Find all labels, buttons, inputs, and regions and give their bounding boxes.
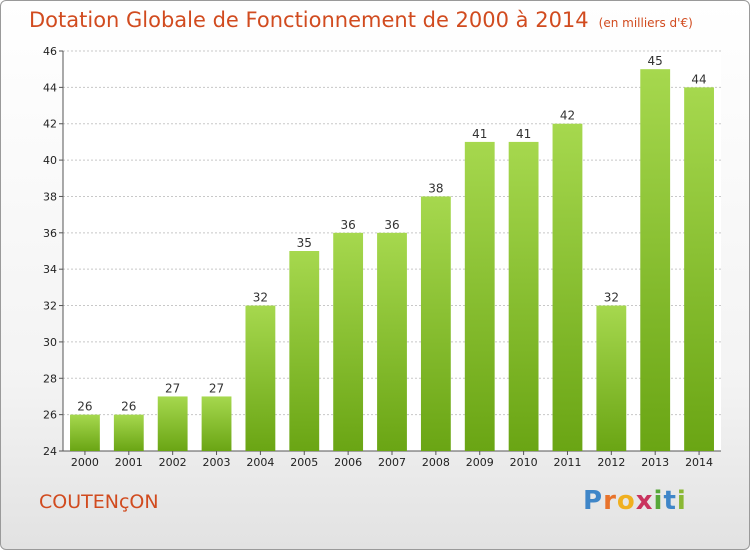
bar-value-label: 26 (77, 400, 92, 414)
y-tick-label: 44 (43, 81, 57, 94)
bar-value-label: 36 (340, 218, 355, 232)
bar-value-label: 35 (297, 236, 312, 250)
x-tick-label: 2011 (553, 456, 581, 469)
x-tick-label: 2010 (510, 456, 538, 469)
y-tick-label: 28 (43, 372, 57, 385)
bar-value-label: 32 (253, 291, 268, 305)
x-tick-label: 2009 (466, 456, 494, 469)
bar-value-label: 41 (472, 127, 487, 141)
y-tick-label: 36 (43, 227, 57, 240)
bar (113, 414, 144, 451)
bar (245, 305, 276, 451)
bar (157, 396, 188, 451)
bar (508, 141, 539, 451)
y-tick-label: 30 (43, 336, 57, 349)
x-tick-label: 2007 (378, 456, 406, 469)
chart-title-text: Dotation Globale de Fonctionnement de 20… (29, 8, 589, 32)
bar (596, 305, 627, 451)
x-tick-label: 2002 (159, 456, 187, 469)
logo-letter: x (635, 486, 654, 516)
x-tick-label: 2003 (203, 456, 231, 469)
bar (70, 414, 100, 451)
logo-letter: P (583, 486, 604, 516)
bar (201, 396, 232, 451)
x-tick-label: 2012 (597, 456, 625, 469)
x-tick-label: 2004 (246, 456, 274, 469)
x-tick-label: 2008 (422, 456, 450, 469)
x-tick-label: 2006 (334, 456, 362, 469)
bar-value-label: 38 (428, 181, 443, 195)
bar (377, 232, 407, 451)
bar (420, 196, 451, 451)
chart-subtitle: (en milliers d'€) (598, 16, 693, 30)
logo-letter: i (676, 486, 687, 516)
y-tick-label: 38 (43, 190, 57, 203)
y-tick-label: 46 (43, 45, 57, 58)
x-tick-label: 2013 (641, 456, 669, 469)
x-tick-label: 2014 (685, 456, 713, 469)
logo-letter: i (653, 486, 664, 516)
proxiti-logo: Proxiti (583, 486, 687, 516)
bar-value-label: 27 (165, 381, 180, 395)
x-tick-label: 2005 (290, 456, 318, 469)
bar-value-label: 32 (604, 291, 619, 305)
y-tick-label: 32 (43, 300, 57, 313)
bar (640, 69, 671, 451)
commune-name: COUTENçON (39, 491, 159, 513)
y-tick-label: 42 (43, 118, 57, 131)
chart-title: Dotation Globale de Fonctionnement de 20… (29, 8, 693, 32)
logo-letter: t (663, 486, 677, 516)
bar (684, 87, 714, 451)
bar-value-label: 44 (691, 72, 706, 86)
bar-value-label: 27 (209, 381, 224, 395)
bar-value-label: 26 (121, 400, 136, 414)
y-tick-label: 34 (43, 263, 57, 276)
y-tick-label: 40 (43, 154, 57, 167)
y-tick-label: 26 (43, 409, 57, 422)
logo-letter: o (616, 486, 636, 516)
bar (289, 251, 320, 451)
logo-letter: r (603, 486, 617, 516)
bar (464, 141, 495, 451)
x-tick-label: 2001 (115, 456, 143, 469)
bar (552, 123, 583, 452)
bar-value-label: 42 (560, 109, 575, 123)
bar (333, 232, 364, 451)
x-tick-label: 2000 (71, 456, 99, 469)
y-tick-label: 24 (43, 445, 57, 458)
bar-value-label: 45 (648, 54, 663, 68)
bar-value-label: 41 (516, 127, 531, 141)
bar-value-label: 36 (384, 218, 399, 232)
